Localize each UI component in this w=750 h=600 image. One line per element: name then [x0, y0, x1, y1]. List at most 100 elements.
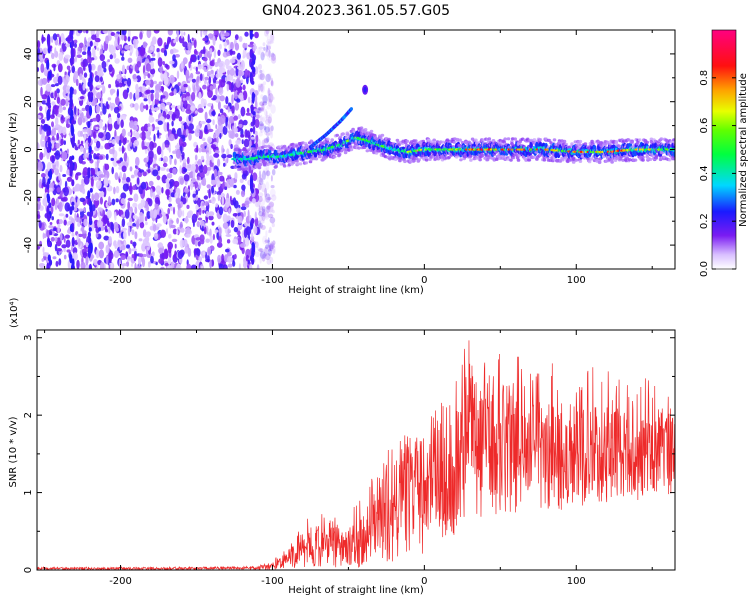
noise-speck	[202, 251, 206, 256]
noise-speck	[264, 48, 271, 57]
noise-speck	[209, 47, 213, 55]
noise-speck	[267, 202, 274, 213]
noise-speck	[105, 244, 110, 254]
noise-speck	[222, 222, 229, 230]
signal-halo	[236, 167, 241, 171]
noise-speck	[176, 127, 183, 137]
noise-speck	[49, 187, 53, 192]
noise-speck	[183, 31, 186, 36]
noise-speck	[185, 227, 191, 235]
noise-speck	[120, 115, 127, 121]
noise-speck	[149, 108, 152, 115]
noise-speck	[201, 202, 205, 206]
noise-speck	[157, 120, 163, 126]
noise-speck	[240, 190, 246, 198]
noise-speck	[105, 131, 111, 141]
noise-speck	[155, 262, 158, 266]
noise-speck	[121, 263, 127, 267]
noise-speck	[93, 41, 99, 47]
noise-speck	[158, 100, 162, 104]
noise-speck	[63, 186, 69, 197]
noise-speck	[258, 227, 261, 235]
noise-speck	[254, 217, 259, 227]
noise-speck	[57, 63, 63, 73]
noise-speck	[95, 232, 99, 238]
noise-streak	[46, 59, 50, 70]
noise-speck	[261, 116, 267, 123]
noise-speck	[174, 250, 177, 259]
noise-speck	[173, 39, 176, 44]
noise-speck	[223, 162, 226, 167]
noise-speck	[127, 57, 133, 63]
noise-speck	[146, 155, 149, 163]
noise-speck	[265, 110, 268, 121]
noise-speck	[243, 138, 250, 148]
noise-speck	[266, 105, 271, 110]
noise-speck	[177, 82, 181, 87]
noise-speck	[179, 177, 185, 185]
noise-speck	[121, 34, 125, 41]
noise-speck	[116, 88, 119, 98]
noise-speck	[205, 225, 209, 235]
noise-speck	[236, 98, 241, 103]
noise-speck	[199, 220, 205, 226]
noise-speck	[232, 213, 238, 217]
noise-speck	[209, 85, 214, 91]
noise-speck	[208, 149, 212, 155]
signal-halo	[516, 158, 521, 162]
noise-speck	[79, 96, 85, 100]
noise-speck	[139, 133, 142, 138]
noise-speck	[96, 140, 101, 149]
noise-speck	[183, 188, 190, 193]
noise-speck	[234, 102, 240, 111]
noise-speck	[152, 223, 157, 232]
noise-speck	[157, 57, 163, 67]
noise-streak	[47, 108, 51, 121]
noise-speck	[252, 125, 256, 135]
noise-speck	[201, 137, 206, 141]
noise-speck	[169, 49, 174, 55]
noise-speck	[39, 125, 42, 135]
signal-halo	[474, 138, 478, 142]
noise-speck	[235, 78, 241, 88]
noise-speck	[259, 123, 265, 134]
noise-speck	[229, 58, 236, 64]
noise-speck	[258, 46, 264, 50]
noise-speck	[148, 198, 153, 207]
noise-speck	[118, 166, 122, 170]
noise-speck	[216, 180, 221, 188]
noise-speck	[256, 110, 260, 120]
noise-speck	[108, 64, 113, 73]
noise-speck	[54, 47, 57, 57]
noise-speck	[134, 206, 138, 214]
noise-speck	[242, 261, 248, 269]
noise-speck	[103, 43, 108, 51]
noise-speck	[56, 88, 60, 94]
noise-speck	[259, 251, 266, 259]
noise-streak	[87, 46, 91, 52]
noise-speck	[193, 39, 197, 49]
noise-streak	[252, 115, 256, 126]
noise-speck	[208, 188, 211, 199]
noise-speck	[200, 30, 203, 38]
noise-speck	[264, 130, 268, 135]
noise-speck	[126, 244, 130, 249]
noise-speck	[120, 192, 127, 200]
noise-speck	[201, 265, 204, 269]
noise-speck	[205, 159, 210, 166]
noise-streak	[87, 167, 91, 173]
noise-speck	[146, 211, 151, 219]
noise-speck	[268, 207, 274, 212]
noise-speck	[185, 109, 192, 114]
noise-speck	[153, 80, 157, 85]
noise-speck	[72, 186, 78, 192]
noise-streak	[88, 91, 92, 102]
noise-speck	[258, 215, 264, 221]
noise-speck	[247, 259, 250, 265]
noise-speck	[207, 102, 213, 107]
noise-speck	[185, 69, 190, 80]
noise-speck	[187, 86, 191, 93]
noise-speck	[183, 83, 188, 88]
noise-speck	[98, 249, 104, 259]
